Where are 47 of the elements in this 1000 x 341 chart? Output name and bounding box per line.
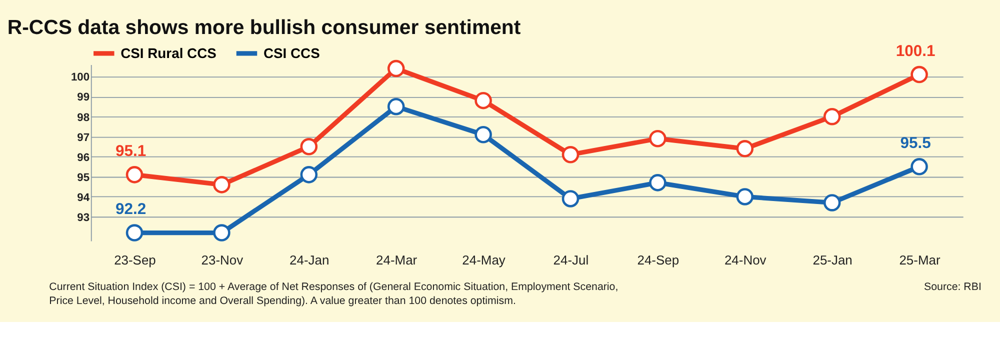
x-tick-label: 24-Sep [637,252,680,268]
point [474,126,492,144]
y-tick-label: 100 [70,72,90,84]
text: Current Situation Index (CSI) = 100 + Average of Net Responses of (General Economic Situation, Employment Scenario, Price Level, Household income and Overall Spending). A value greater than 100 denotes optimism. [49,280,618,307]
point [910,66,928,84]
point [213,176,230,194]
point [126,166,144,184]
point [649,174,666,192]
x-tick-label: 25-Mar [899,252,941,268]
x-tick-label: 24-Jan [290,252,330,268]
data-label: 95.5 [900,135,932,152]
point [649,130,666,148]
point [823,108,841,126]
data-label: 95.1 [115,143,146,160]
point [823,194,841,212]
y-tick-label: 96 [77,152,90,164]
point [474,92,492,110]
y-tick-label: 94 [77,192,90,204]
x-tick-label: 25-Jan [812,252,852,268]
point [300,166,318,184]
point [562,190,580,208]
legend-label: CSI CCS [263,45,320,62]
x-tick-label: 23-Sep [114,252,156,268]
y-tick-label: 98 [77,112,90,124]
data-label: 100.1 [896,42,936,60]
y-tick-label: 99 [77,92,90,104]
point [387,98,405,116]
y-tick-label: 95 [77,172,90,184]
point [126,224,144,242]
legend-label: CSI Rural CCS [120,45,216,62]
point [300,138,318,156]
x-tick-label: 24-May [462,252,506,268]
point [910,158,928,176]
chart-title: R-CCS data shows more bullish consumer sentiment [7,16,521,39]
point [387,60,405,78]
x-tick-label: 24-Jul [553,252,589,268]
point [213,224,230,242]
point [562,146,580,164]
x-tick-label: 24-Nov [724,252,767,268]
y-tick-label: 97 [77,132,90,144]
point [736,188,754,206]
y-tick-label: 93 [77,212,90,224]
point [736,140,754,158]
data-label: 92.2 [115,201,146,218]
source-note: Source: RBI [924,280,982,293]
x-tick-label: 23-Nov [201,252,244,268]
x-tick-label: 24-Mar [376,252,418,268]
